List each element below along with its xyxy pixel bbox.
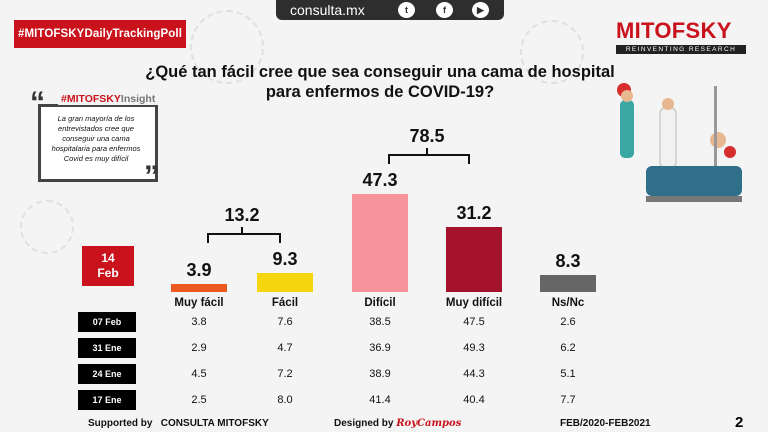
history-cell-0-2: 38.5 (369, 316, 391, 328)
chart-title: ¿Qué tan fácil cree que sea conseguir un… (145, 63, 615, 101)
category-label-1: Fácil (271, 297, 299, 309)
group-bracket-0 (207, 232, 281, 243)
footer-period: FEB/2020-FEB2021 (560, 418, 651, 429)
tracking-poll-tag: #MITOFSKYDailyTrackingPoll (14, 20, 186, 48)
history-cell-2-4: 5.1 (560, 368, 576, 380)
value-label-2: 47.3 (362, 170, 398, 191)
bed-frame (646, 196, 742, 202)
bar-3 (446, 227, 502, 292)
history-cell-1-4: 6.2 (560, 342, 576, 354)
category-label-0: Muy fácil (174, 297, 224, 309)
footer-designed: Designed by RoyCampos (334, 418, 461, 429)
history-cell-3-3: 40.4 (463, 394, 485, 406)
group-bracket-tip-0 (241, 226, 243, 233)
bar-1 (257, 272, 313, 292)
mitofsky-logo: MITOFSKY REINVENTING RESEARCH (616, 18, 746, 54)
history-cell-3-4: 7.7 (560, 394, 576, 406)
insight-text: La gran mayoría de los entrevistados cre… (51, 114, 141, 163)
current-date-month: Feb (97, 266, 119, 280)
bar-0 (171, 283, 227, 292)
value-label-0: 3.9 (186, 259, 212, 280)
history-cell-0-1: 7.6 (277, 316, 293, 328)
history-cell-2-0: 4.5 (191, 368, 207, 380)
logo-name: MITOFSKY (616, 18, 732, 43)
value-label-4: 8.3 (555, 250, 581, 271)
site-url[interactable]: consulta.mx (290, 2, 365, 18)
history-date-3: 17 Ene (78, 390, 136, 410)
history-cell-3-0: 2.5 (191, 394, 207, 406)
history-cell-1-3: 49.3 (463, 342, 485, 354)
top-bar: consulta.mx t f ▶ (276, 0, 504, 20)
sponsors-label: CONSULTA MITOFSKY (160, 418, 269, 429)
history-cell-0-0: 3.8 (191, 316, 207, 328)
group-bracket-1 (388, 154, 470, 165)
history-date-0: 07 Feb (78, 312, 136, 332)
designer-name: RoyCampos (396, 418, 462, 429)
history-cell-1-0: 2.9 (191, 342, 207, 354)
insight-brand: #MITOFSKY (61, 93, 121, 105)
history-cell-3-1: 8.0 (277, 394, 293, 406)
history-cell-2-3: 44.3 (463, 368, 485, 380)
logo-tagline: REINVENTING RESEARCH (616, 45, 746, 54)
history-cell-2-1: 7.2 (277, 368, 293, 380)
doctor-figure (620, 100, 634, 158)
history-cell-1-1: 4.7 (277, 342, 293, 354)
group-bracket-tip-1 (426, 148, 428, 155)
history-cell-3-2: 41.4 (369, 394, 391, 406)
category-label-2: Difícil (364, 297, 396, 309)
iv-stand (714, 86, 717, 166)
doctor-head (621, 90, 633, 102)
youtube-icon[interactable]: ▶ (472, 2, 489, 18)
insight-suffix: Insight (120, 93, 156, 105)
category-label-3: Muy difícil (445, 297, 503, 309)
designed-label: Designed by (334, 418, 394, 429)
group-total-1: 78.5 (409, 126, 445, 147)
history-date-2: 24 Ene (78, 364, 136, 384)
twitter-icon[interactable]: t (398, 2, 415, 18)
close-quote-icon: ” (144, 160, 159, 193)
page-number: 2 (735, 414, 744, 431)
background-virus-decoration (20, 200, 74, 254)
supported-label: Supported by (88, 418, 153, 429)
hospital-illustration (617, 83, 742, 202)
facebook-icon[interactable]: f (436, 2, 453, 18)
footer-supported: Supported by CONSULTA MITOFSKY (88, 418, 269, 429)
open-quote-icon: “ (30, 86, 45, 119)
value-label-1: 9.3 (272, 248, 298, 269)
category-label-4: Ns/Nc (551, 297, 585, 309)
insight-heading: #MITOFSKYInsight (58, 93, 159, 105)
patient-head (710, 132, 726, 148)
virus-icon (724, 146, 736, 158)
bar-2 (352, 194, 408, 292)
history-cell-2-2: 38.9 (369, 368, 391, 380)
background-virus-decoration (190, 10, 264, 84)
history-cell-0-4: 2.6 (560, 316, 576, 328)
history-cell-0-3: 47.5 (463, 316, 485, 328)
insight-box (38, 104, 158, 182)
nurse-head (662, 98, 674, 110)
current-date-day: 14 (101, 251, 115, 265)
current-date-box: 14 Feb (82, 246, 134, 286)
group-total-0: 13.2 (224, 204, 260, 225)
hospital-bed (646, 166, 742, 196)
background-virus-decoration (520, 20, 584, 84)
bar-4 (540, 274, 596, 292)
history-date-1: 31 Ene (78, 338, 136, 358)
nurse-figure (659, 107, 677, 169)
value-label-3: 31.2 (456, 203, 492, 224)
history-cell-1-2: 36.9 (369, 342, 391, 354)
